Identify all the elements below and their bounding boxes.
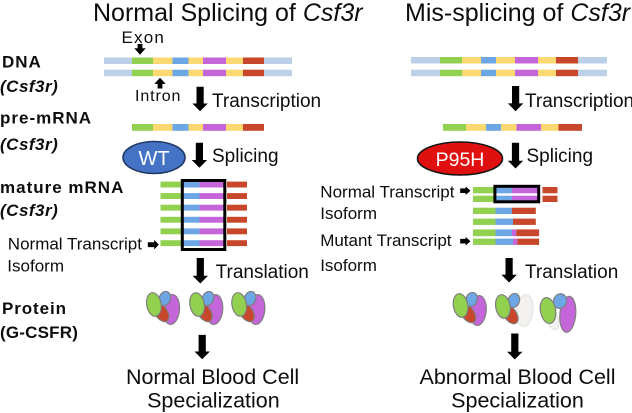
svg-text:WT: WT [138, 148, 169, 170]
svg-text:Transcription: Transcription [212, 91, 321, 112]
svg-text:Isoform: Isoform [320, 204, 377, 223]
svg-text:mature mRNA: mature mRNA [0, 178, 124, 197]
svg-text:(Csf3r): (Csf3r) [0, 201, 58, 220]
svg-text:Specialization: Specialization [147, 388, 280, 412]
svg-text:(Csf3r): (Csf3r) [0, 135, 58, 154]
svg-text:Specialization: Specialization [451, 388, 584, 412]
svg-text:Translation: Translation [216, 262, 309, 283]
svg-text:(G-CSFR): (G-CSFR) [0, 323, 78, 342]
svg-text:pre-mRNA: pre-mRNA [0, 109, 92, 128]
svg-text:Intron: Intron [135, 88, 181, 105]
svg-text:Normal Blood Cell: Normal Blood Cell [126, 365, 299, 389]
svg-text:(Csf3r): (Csf3r) [0, 77, 58, 96]
svg-text:Translation: Translation [525, 262, 618, 283]
svg-text:Abnormal Blood Cell: Abnormal Blood Cell [420, 365, 616, 389]
svg-text:Normal Transcript: Normal Transcript [320, 183, 454, 202]
svg-text:Isoform: Isoform [7, 256, 64, 275]
svg-text:Normal Splicing of Csf3r: Normal Splicing of Csf3r [93, 0, 364, 27]
svg-text:P95H: P95H [436, 149, 485, 171]
svg-text:Exon: Exon [122, 28, 166, 47]
svg-text:Mutant Transcript: Mutant Transcript [320, 231, 452, 250]
svg-text:Isoform: Isoform [320, 256, 377, 275]
svg-text:Normal Transcript: Normal Transcript [8, 234, 142, 253]
svg-text:Splicing: Splicing [212, 146, 279, 167]
svg-text:Splicing: Splicing [527, 146, 594, 167]
svg-text:DNA: DNA [2, 53, 42, 72]
svg-text:Transcription: Transcription [525, 91, 632, 112]
svg-text:Protein: Protein [2, 299, 67, 318]
svg-text:Mis-splicing of Csf3r: Mis-splicing of Csf3r [405, 0, 632, 27]
